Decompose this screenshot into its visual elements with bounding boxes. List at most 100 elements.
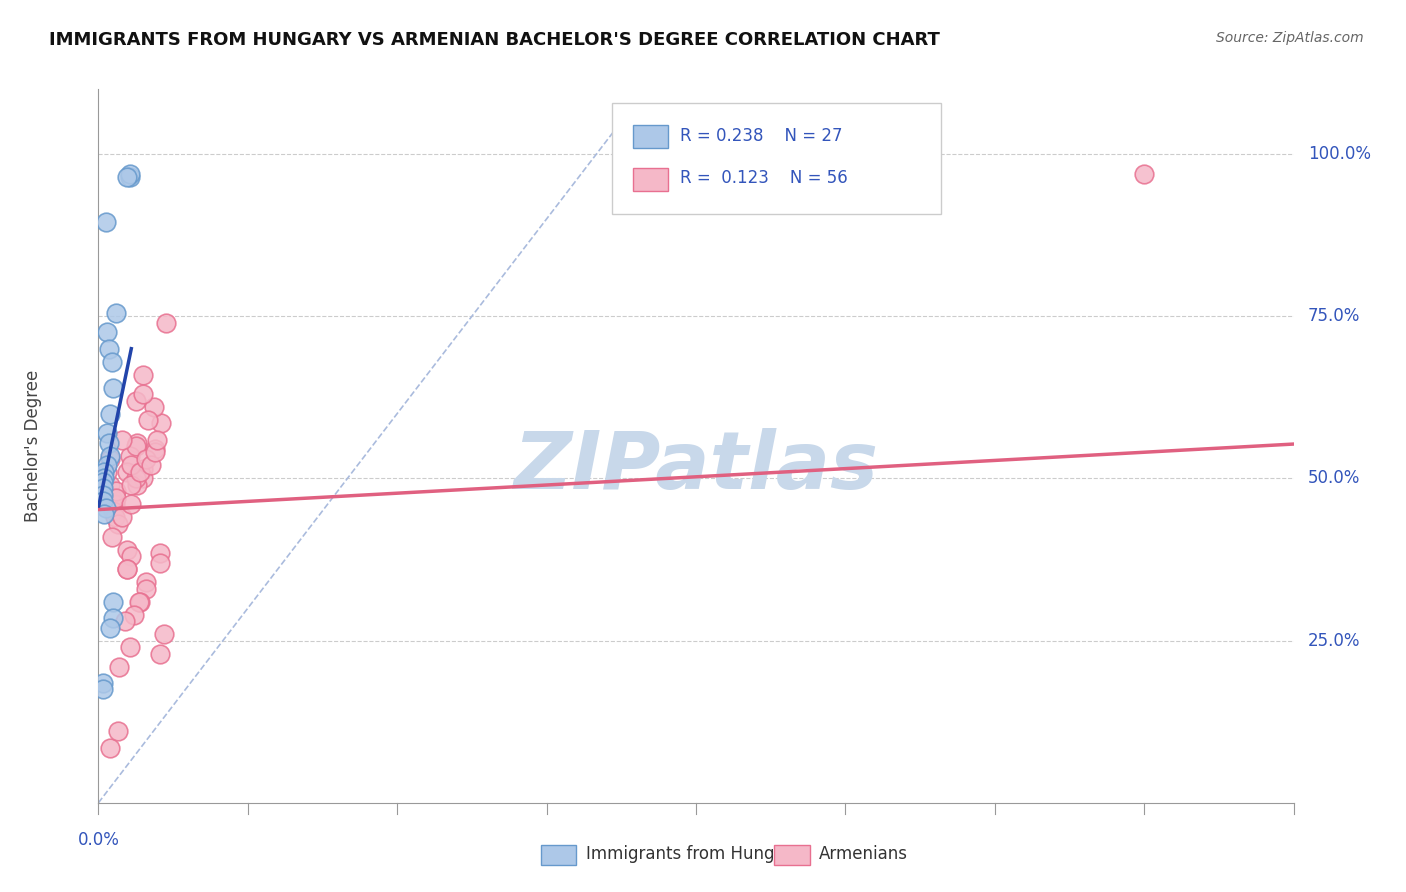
Point: [118, 640, 141, 654]
Point: [104, 497, 127, 511]
Point: [120, 497, 142, 511]
Point: [135, 452, 157, 467]
Point: [132, 368, 155, 382]
Point: [149, 647, 172, 661]
Point: [111, 510, 134, 524]
Point: [149, 556, 172, 570]
Point: [129, 465, 152, 479]
Bar: [773, 845, 810, 865]
Point: [105, 484, 128, 499]
Point: [107, 724, 129, 739]
Point: [97, 342, 120, 356]
Text: 0.0%: 0.0%: [77, 831, 120, 849]
Point: [101, 530, 124, 544]
Point: [127, 478, 149, 492]
Text: 75.0%: 75.0%: [1308, 307, 1360, 326]
Bar: [633, 125, 668, 148]
Point: [103, 611, 125, 625]
Point: [91, 494, 114, 508]
Point: [111, 433, 134, 447]
Point: [115, 562, 138, 576]
Text: IMMIGRANTS FROM HUNGARY VS ARMENIAN BACHELOR'S DEGREE CORRELATION CHART: IMMIGRANTS FROM HUNGARY VS ARMENIAN BACH…: [49, 31, 941, 49]
Text: 100.0%: 100.0%: [1308, 145, 1371, 163]
Point: [118, 167, 141, 181]
Point: [150, 417, 173, 431]
Point: [135, 582, 157, 596]
Point: [98, 478, 122, 492]
Point: [93, 507, 115, 521]
Point: [96, 465, 118, 479]
Point: [101, 354, 124, 368]
Point: [94, 500, 117, 515]
Text: Immigrants from Hungary: Immigrants from Hungary: [586, 846, 801, 863]
Point: [120, 478, 142, 492]
Point: [132, 461, 155, 475]
Point: [98, 449, 122, 463]
Point: [96, 458, 118, 473]
Point: [105, 491, 128, 505]
Point: [143, 442, 166, 457]
Text: ZIPatlas: ZIPatlas: [513, 428, 879, 507]
Text: Armenians: Armenians: [820, 846, 908, 863]
Point: [120, 549, 142, 564]
Point: [129, 595, 152, 609]
Bar: [540, 845, 576, 865]
Point: [118, 169, 141, 184]
Point: [91, 475, 114, 489]
Point: [96, 326, 118, 340]
Point: [104, 510, 127, 524]
Text: R =  0.123    N = 56: R = 0.123 N = 56: [681, 169, 848, 187]
Point: [149, 546, 172, 560]
Text: 50.0%: 50.0%: [1308, 469, 1360, 487]
Bar: [633, 168, 668, 191]
Point: [135, 575, 157, 590]
Point: [127, 435, 149, 450]
Point: [128, 595, 150, 609]
Point: [108, 659, 131, 673]
Point: [155, 316, 177, 330]
Point: [93, 471, 115, 485]
Point: [98, 621, 122, 635]
Point: [91, 488, 114, 502]
Point: [125, 439, 148, 453]
Point: [124, 607, 146, 622]
Point: [97, 435, 120, 450]
Point: [96, 425, 118, 440]
Point: [91, 481, 114, 495]
Point: [118, 449, 141, 463]
Point: [115, 169, 138, 184]
Point: [1133, 167, 1156, 181]
Text: R = 0.238    N = 27: R = 0.238 N = 27: [681, 127, 844, 145]
Point: [145, 433, 167, 447]
Point: [143, 445, 166, 459]
Text: 25.0%: 25.0%: [1308, 632, 1361, 649]
Point: [136, 413, 159, 427]
Point: [103, 595, 125, 609]
Point: [103, 381, 125, 395]
Text: Source: ZipAtlas.com: Source: ZipAtlas.com: [1216, 31, 1364, 45]
Point: [107, 516, 129, 531]
Point: [132, 471, 155, 485]
Point: [125, 393, 148, 408]
Point: [120, 458, 142, 473]
Point: [91, 675, 114, 690]
Point: [91, 682, 114, 697]
Point: [98, 407, 122, 421]
Point: [93, 465, 115, 479]
Text: Bachelor's Degree: Bachelor's Degree: [24, 370, 42, 522]
Point: [115, 562, 138, 576]
Point: [94, 215, 117, 229]
Point: [101, 491, 124, 505]
Point: [98, 740, 122, 755]
Point: [125, 471, 148, 485]
Point: [142, 400, 165, 414]
Point: [115, 542, 138, 557]
Point: [153, 627, 176, 641]
Point: [98, 452, 122, 467]
Point: [115, 465, 138, 479]
Point: [132, 387, 155, 401]
Point: [114, 614, 136, 628]
FancyBboxPatch shape: [612, 103, 941, 214]
Point: [105, 306, 128, 320]
Point: [139, 458, 162, 473]
